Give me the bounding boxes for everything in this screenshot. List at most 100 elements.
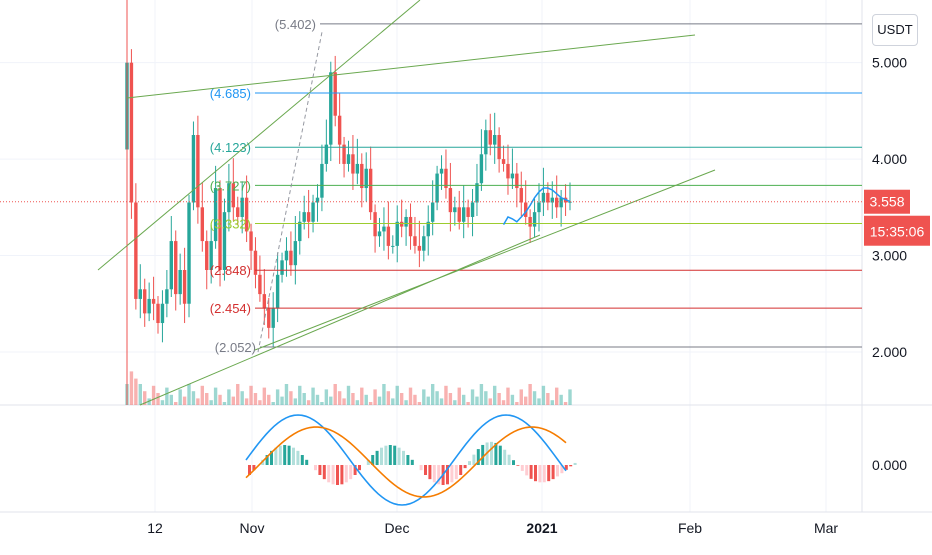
candle-body xyxy=(382,226,386,232)
candle-body xyxy=(528,216,532,227)
macd-bar xyxy=(380,447,383,465)
moving-average-line xyxy=(502,187,571,226)
fib-level-label: (4.685) xyxy=(210,86,251,101)
volume-bar xyxy=(342,398,346,405)
candle-body xyxy=(311,202,315,222)
macd-bar xyxy=(384,445,388,465)
channel-line xyxy=(254,169,716,351)
volume-bar xyxy=(315,394,320,405)
candle-body xyxy=(439,168,444,174)
candle-body xyxy=(178,270,182,295)
price-tick-label: 4.000 xyxy=(872,151,907,167)
candle-body xyxy=(258,274,262,295)
candle-body xyxy=(253,250,258,275)
candle-body xyxy=(532,212,537,227)
volume-bar xyxy=(519,389,523,405)
candle-body xyxy=(244,197,249,232)
volume-bar xyxy=(182,396,187,405)
macd-bar xyxy=(525,465,529,476)
volume-bar xyxy=(528,384,532,405)
volume-bar xyxy=(196,398,200,405)
volume-bar xyxy=(151,385,156,405)
candle-body xyxy=(360,163,364,189)
macd-bar xyxy=(547,465,551,482)
macd-bar xyxy=(450,465,454,483)
macd-bar xyxy=(446,465,449,485)
macd-bar xyxy=(270,450,273,465)
volume-bar xyxy=(475,396,479,405)
macd-bar xyxy=(252,465,256,471)
volume-bar xyxy=(271,402,275,405)
candle-body xyxy=(501,159,506,164)
volume-bar xyxy=(337,391,342,405)
macd-bar xyxy=(296,450,300,465)
price-tick-label: 2.000 xyxy=(872,344,907,360)
volume-bar xyxy=(541,385,546,405)
volume-bar xyxy=(492,385,497,405)
candle-body xyxy=(267,308,271,328)
volume-bar xyxy=(422,389,426,405)
candle-body xyxy=(399,221,404,227)
candle-body xyxy=(479,154,484,184)
candle-body xyxy=(435,173,439,203)
macd-bar xyxy=(375,450,379,465)
volume-bar xyxy=(218,394,222,405)
macd-bar xyxy=(507,454,511,465)
volume-bar xyxy=(524,396,528,405)
macd-bar xyxy=(476,449,480,465)
volume-bar xyxy=(364,394,368,405)
volume-bar xyxy=(555,387,559,405)
candle-body xyxy=(169,241,173,290)
candle-body xyxy=(280,260,284,275)
volume-bar xyxy=(373,389,377,405)
candle-body xyxy=(461,207,466,222)
macd-bar xyxy=(287,445,291,465)
candle-body xyxy=(430,202,435,222)
macd-bar xyxy=(419,465,423,471)
candle-body xyxy=(147,298,151,314)
macd-bar xyxy=(410,459,414,465)
candle-body xyxy=(222,212,227,270)
macd-bar xyxy=(472,454,476,465)
volume-bar xyxy=(129,371,134,405)
candle-body xyxy=(134,202,138,299)
candle-body xyxy=(364,168,368,189)
fib-level-label: (3.332) xyxy=(210,217,251,232)
volume-bars xyxy=(125,371,572,405)
volume-bar xyxy=(324,389,329,405)
volume-bar xyxy=(435,391,439,405)
countdown-value: 15:35:06 xyxy=(870,224,925,240)
volume-bar xyxy=(165,387,169,405)
macd-bar xyxy=(468,461,471,465)
candle-body xyxy=(457,207,461,222)
candle-body xyxy=(413,236,417,246)
macd-bar xyxy=(305,459,309,465)
candle-body xyxy=(329,72,333,145)
macd-bar xyxy=(300,455,304,465)
macd-bar xyxy=(393,445,397,465)
volume-bar xyxy=(497,393,501,405)
candle-body xyxy=(213,188,218,242)
macd-bar xyxy=(560,465,564,474)
macd-bar xyxy=(353,465,357,475)
volume-bar xyxy=(568,389,572,405)
currency-button[interactable]: USDT xyxy=(872,14,918,46)
volume-bar xyxy=(515,402,519,405)
volume-bar xyxy=(134,378,138,405)
candle-body xyxy=(559,197,563,208)
macd-bar xyxy=(564,465,568,470)
candle-body xyxy=(302,212,306,222)
volume-bar xyxy=(377,396,382,405)
impulse-dashed-line xyxy=(257,31,323,353)
candle-body xyxy=(200,207,205,242)
macd-bar xyxy=(520,465,524,471)
macd-bar xyxy=(327,465,331,483)
volume-bar xyxy=(404,400,408,405)
candle-body xyxy=(515,173,519,189)
fib-level-label: (2.454) xyxy=(210,301,251,316)
macd-bar xyxy=(494,442,498,465)
volume-bar xyxy=(262,387,267,405)
volume-bar xyxy=(546,393,550,405)
